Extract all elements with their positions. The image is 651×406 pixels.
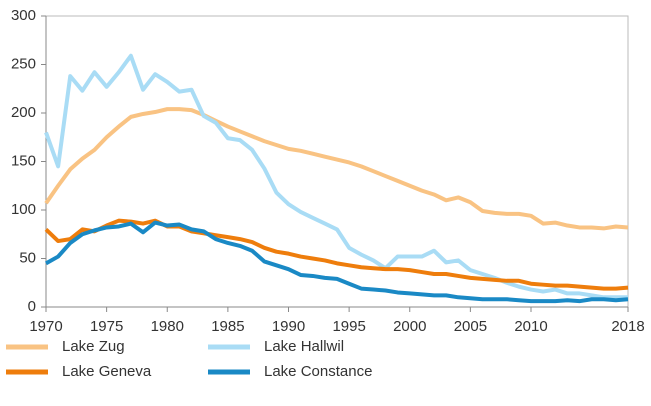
x-tick-label: 1990	[272, 318, 305, 335]
y-tick-label: 250	[11, 55, 36, 72]
legend-label: Lake Constance	[264, 363, 372, 380]
x-tick-label: 1995	[332, 318, 365, 335]
x-tick-label: 2018	[611, 318, 644, 335]
series-line	[44, 53, 628, 300]
x-tick-label: 2005	[454, 318, 487, 335]
series-line	[44, 218, 629, 291]
series-line	[45, 220, 629, 304]
legend-label: Lake Hallwil	[264, 338, 344, 355]
legend-label: Lake Zug	[62, 338, 125, 355]
legend-label: Lake Geneva	[62, 363, 152, 380]
x-tick-label: 1975	[90, 318, 123, 335]
x-tick-label: 2000	[393, 318, 426, 335]
y-tick-label: 100	[11, 201, 36, 218]
series-line	[44, 107, 629, 231]
x-tick-label: 1985	[211, 318, 244, 335]
y-tick-label: 0	[28, 298, 36, 315]
y-tick-label: 150	[11, 152, 36, 169]
x-tick-label: 2010	[514, 318, 547, 335]
x-tick-label: 1970	[29, 318, 62, 335]
y-tick-label: 300	[11, 7, 36, 24]
y-tick-label: 200	[11, 104, 36, 121]
x-tick-label: 1980	[151, 318, 184, 335]
y-tick-label: 50	[19, 249, 36, 266]
